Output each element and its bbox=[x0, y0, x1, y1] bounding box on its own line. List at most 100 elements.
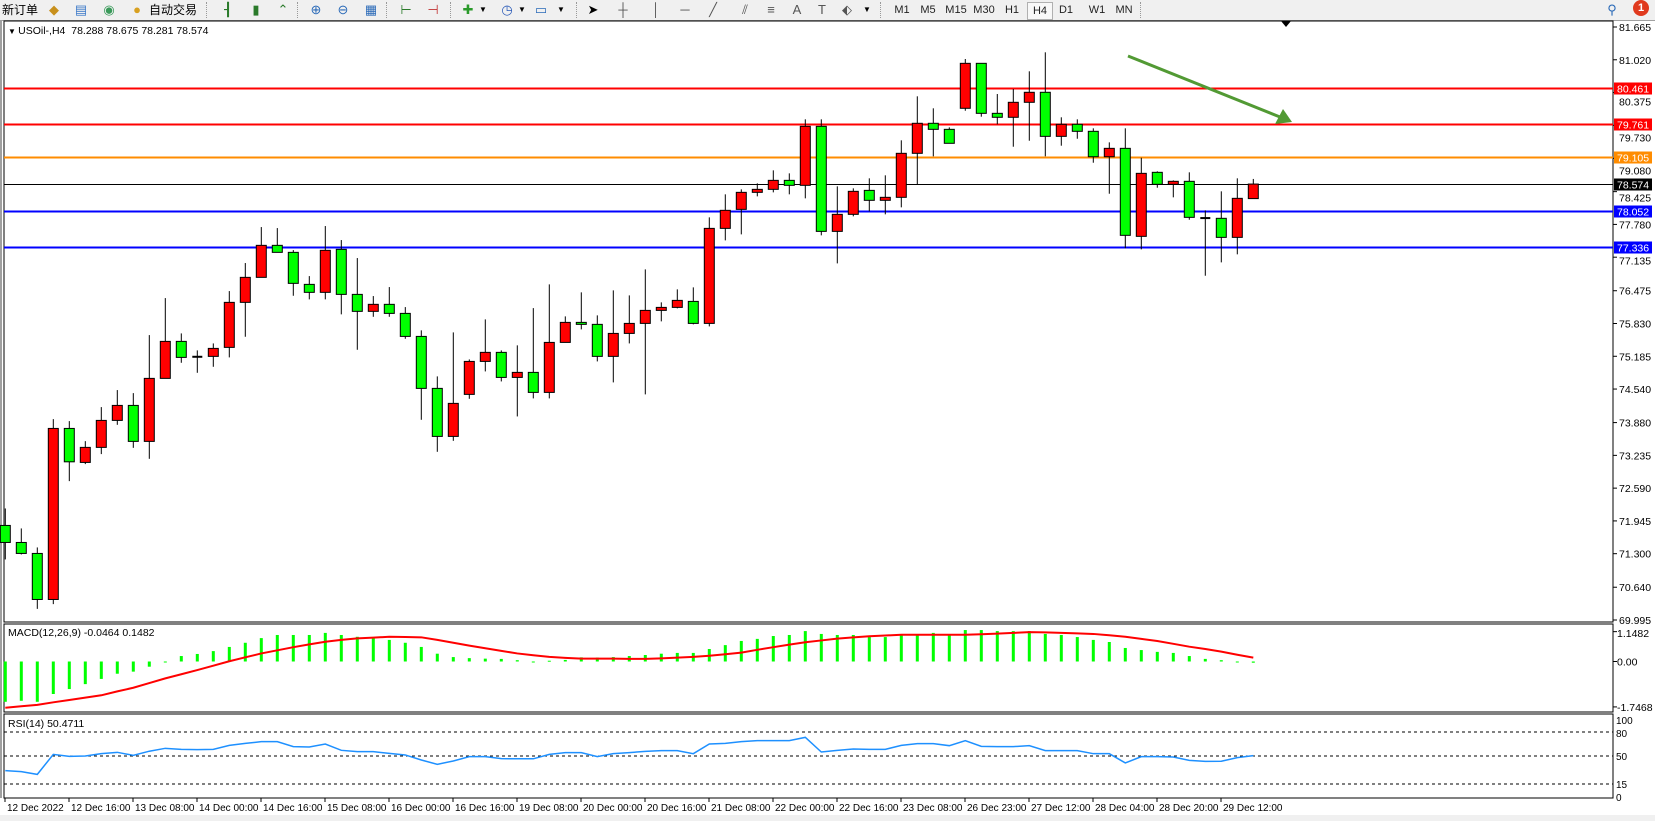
candles bbox=[0, 52, 1259, 609]
candle-body bbox=[1087, 130, 1099, 158]
fibo-lines-icon[interactable]: ≡ bbox=[767, 2, 775, 17]
candle-body bbox=[527, 371, 539, 393]
bar-chart-icon[interactable]: ┨ bbox=[224, 2, 232, 17]
notification-badge[interactable]: 1 bbox=[1633, 0, 1649, 16]
tile-windows-icon[interactable]: ▦ bbox=[364, 2, 378, 17]
macd-histogram-bar bbox=[1203, 658, 1207, 662]
zoom-in-icon[interactable]: ⊕ bbox=[310, 2, 322, 17]
macd-histogram-bar bbox=[19, 661, 23, 701]
price-tag bbox=[1614, 241, 1652, 254]
price-tick-label: 80.375 bbox=[1619, 97, 1651, 109]
candle-body bbox=[607, 332, 619, 357]
candle-body bbox=[127, 404, 139, 442]
price-tag-label: 78.052 bbox=[1617, 207, 1649, 219]
period-w1[interactable]: W1 bbox=[1088, 4, 1106, 16]
cursor-icon[interactable]: ➤ bbox=[587, 2, 599, 17]
chevron-down-icon[interactable]: ▼ bbox=[479, 5, 487, 14]
period-h4[interactable]: H4 bbox=[1027, 2, 1053, 20]
period-d1[interactable]: D1 bbox=[1058, 4, 1074, 16]
macd-title: MACD(12,26,9) -0.0464 0.1482 bbox=[8, 627, 155, 639]
horizontal-line-icon[interactable]: ─ bbox=[680, 2, 690, 17]
toolbar-separator bbox=[386, 2, 387, 18]
ohlc-readout: 78.288 78.675 78.281 78.574 bbox=[71, 25, 209, 37]
macd-histogram-bar bbox=[947, 634, 951, 662]
data-window-icon[interactable]: ▤ bbox=[74, 2, 88, 17]
macd-histogram-bar bbox=[275, 634, 279, 662]
auto-trading-icon[interactable]: ● bbox=[133, 2, 141, 17]
price-tag-label: 79.761 bbox=[1617, 120, 1649, 132]
arrows-icon[interactable]: ⬖ bbox=[842, 2, 852, 17]
macd-histogram-bar bbox=[243, 642, 247, 662]
crosshair-icon[interactable]: ┼ bbox=[618, 2, 628, 17]
period-m1[interactable]: M1 bbox=[894, 4, 910, 16]
toolbar-separator bbox=[880, 2, 881, 18]
macd-histogram-bar bbox=[819, 633, 823, 662]
candle-body bbox=[447, 402, 459, 437]
candle-body bbox=[1055, 123, 1067, 137]
toolbar: 新订单 ◆ ▤ ◉ ● 自动交易 ┨ ▮ ⌃ ⊕ ⊖ ▦ ⊢ ⊣ ✚ ▼ ◷ ▼… bbox=[0, 0, 1655, 21]
time-tick-label: 28 Dec 04:00 bbox=[1095, 803, 1155, 814]
period-m5[interactable]: M5 bbox=[920, 4, 936, 16]
fibonacci-icon[interactable]: ⫽ bbox=[742, 2, 748, 17]
macd-histogram-bar bbox=[1155, 651, 1159, 662]
chart-shift-icon[interactable]: ⊢ bbox=[400, 2, 412, 17]
price-tick-label: 69.995 bbox=[1619, 615, 1651, 627]
time-tick-label: 23 Dec 08:00 bbox=[903, 803, 963, 814]
search-icon[interactable]: ⚲ bbox=[1607, 2, 1617, 17]
candle-body bbox=[1103, 147, 1115, 158]
zoom-out-icon[interactable]: ⊖ bbox=[337, 2, 349, 17]
time-tick-label: 26 Dec 23:00 bbox=[967, 803, 1027, 814]
macd-histogram-bar bbox=[739, 640, 743, 662]
time-tick-label: 28 Dec 20:00 bbox=[1159, 803, 1219, 814]
macd-histogram-bar bbox=[355, 636, 359, 662]
market-watch-icon[interactable]: ◆ bbox=[49, 2, 59, 17]
toolbar-separator bbox=[297, 2, 298, 18]
toolbar-separator bbox=[450, 2, 451, 18]
auto-trading-button[interactable]: 自动交易 bbox=[148, 3, 197, 17]
auto-scroll-icon[interactable]: ⊣ bbox=[427, 2, 439, 17]
period-m30[interactable]: M30 bbox=[973, 4, 995, 16]
candlestick-chart-icon[interactable]: ▮ bbox=[252, 2, 260, 17]
price-tick-label: 71.945 bbox=[1619, 516, 1651, 528]
price-tick-label: 81.020 bbox=[1619, 55, 1651, 67]
periodicity-clock-icon[interactable]: ◷ bbox=[501, 2, 513, 17]
price-tag-label: 77.336 bbox=[1617, 243, 1649, 255]
candle-body bbox=[1151, 171, 1163, 185]
chart-shift-marker-icon bbox=[1281, 21, 1291, 27]
chevron-down-icon[interactable]: ▼ bbox=[518, 5, 526, 14]
chart-header: ▼ USOil-,H4 78.288 78.675 78.281 78.574 bbox=[8, 25, 208, 37]
line-chart-icon[interactable]: ⌃ bbox=[277, 2, 289, 17]
macd-histogram-bar bbox=[35, 661, 39, 702]
candle-body bbox=[895, 152, 907, 198]
macd-histogram-bar bbox=[1251, 661, 1255, 663]
vertical-line-icon[interactable]: │ bbox=[651, 2, 661, 17]
chevron-down-icon[interactable]: ▼ bbox=[557, 5, 565, 14]
text-icon[interactable]: A bbox=[792, 2, 802, 17]
candle-body bbox=[639, 309, 651, 324]
collapse-triangle-icon[interactable]: ▼ bbox=[8, 27, 19, 36]
macd-histogram-bar bbox=[307, 634, 311, 662]
price-tick-label: 75.185 bbox=[1619, 351, 1651, 363]
new-order-button[interactable]: 新订单 bbox=[1, 3, 38, 17]
price-tag-label: 80.461 bbox=[1617, 84, 1649, 96]
signals-icon[interactable]: ◉ bbox=[103, 2, 115, 17]
candle-body bbox=[1231, 197, 1243, 238]
text-label-icon[interactable]: T bbox=[818, 2, 826, 17]
price-tag bbox=[1614, 118, 1652, 131]
chevron-down-icon[interactable]: ▼ bbox=[863, 5, 871, 14]
price-tick-label: 79.080 bbox=[1619, 166, 1651, 178]
left-edge bbox=[0, 21, 2, 798]
candle-body bbox=[1215, 217, 1227, 238]
period-mn[interactable]: MN bbox=[1115, 4, 1133, 16]
trendline-icon[interactable]: ╱ bbox=[709, 2, 717, 17]
candle-body bbox=[671, 299, 683, 308]
period-h1[interactable]: H1 bbox=[1004, 4, 1020, 16]
period-m15[interactable]: M15 bbox=[945, 4, 967, 16]
candle-body bbox=[735, 191, 747, 210]
rsi-line bbox=[5, 736, 1254, 776]
macd-histogram-bar bbox=[803, 631, 807, 662]
price-tag bbox=[1614, 151, 1652, 164]
templates-icon[interactable]: ▭ bbox=[534, 2, 548, 17]
indicators-icon[interactable]: ✚ bbox=[462, 2, 474, 17]
